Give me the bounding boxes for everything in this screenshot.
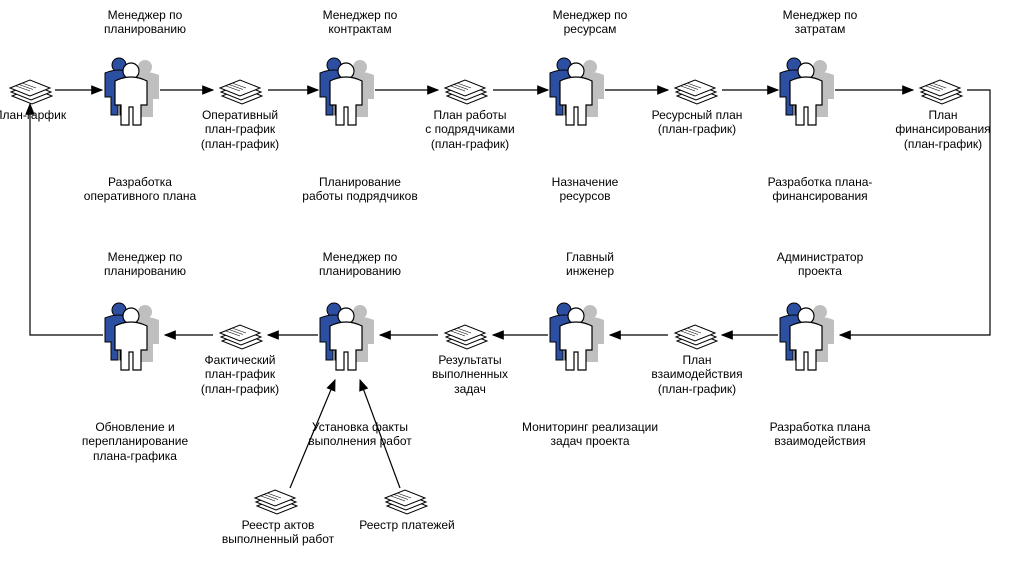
role-label: Менеджер по контрактам [300, 8, 420, 37]
document-icon [675, 325, 717, 349]
document-label: Фактический план-график (план-график) [190, 353, 290, 396]
document-icon [445, 80, 487, 104]
document-icon [10, 80, 52, 104]
document-icon [920, 80, 962, 104]
document-label: План-гарфик [0, 108, 70, 122]
role-label: Администратор проекта [760, 250, 880, 279]
document-label: План финансирования (план-график) [888, 108, 998, 151]
actor-icon [320, 58, 374, 125]
document-label: Оперативный план-график (план-график) [190, 108, 290, 151]
document-icon [220, 80, 262, 104]
role-label: Менеджер по затратам [760, 8, 880, 37]
document-icon [255, 490, 297, 514]
actor-icon [550, 303, 604, 370]
document-icon [675, 80, 717, 104]
process-label: Разработка оперативного плана [65, 175, 215, 204]
process-label: Назначение ресурсов [510, 175, 660, 204]
process-label: Обновление и перепланирование плана-граф… [55, 420, 215, 463]
process-label: Мониторинг реализации задач проекта [500, 420, 680, 449]
role-label: Менеджер по планированию [85, 8, 205, 37]
document-label: Реестр платежей [352, 518, 462, 532]
role-label: Менеджер по планированию [300, 250, 420, 279]
flow-diagram: Менеджер по планированию Менеджер по кон… [0, 0, 1013, 579]
process-label: Разработка плана взаимодействия [740, 420, 900, 449]
document-label: План взаимодействия (план-график) [642, 353, 752, 396]
actor-icon [320, 303, 374, 370]
document-icon [445, 325, 487, 349]
actor-icon [780, 58, 834, 125]
actor-icon [105, 58, 159, 125]
role-label: Менеджер по ресурсам [530, 8, 650, 37]
process-label: Планирование работы подрядчиков [280, 175, 440, 204]
process-label: Разработка плана- финансирования [740, 175, 900, 204]
actor-icon [550, 58, 604, 125]
document-label: Ресурсный план (план-график) [642, 108, 752, 137]
document-label: Реестр актов выполненный работ [208, 518, 348, 547]
document-icon [385, 490, 427, 514]
diagram-svg [0, 0, 1013, 579]
role-label: Менеджер по планированию [85, 250, 205, 279]
actor-icon [780, 303, 834, 370]
process-label: Установка факты выполнения работ [280, 420, 440, 449]
document-label: Результаты выполненных задач [415, 353, 525, 396]
role-label: Главный инженер [530, 250, 650, 279]
document-icon [220, 325, 262, 349]
document-label: План работы с подрядчиками (план-график) [415, 108, 525, 151]
actor-icon [105, 303, 159, 370]
